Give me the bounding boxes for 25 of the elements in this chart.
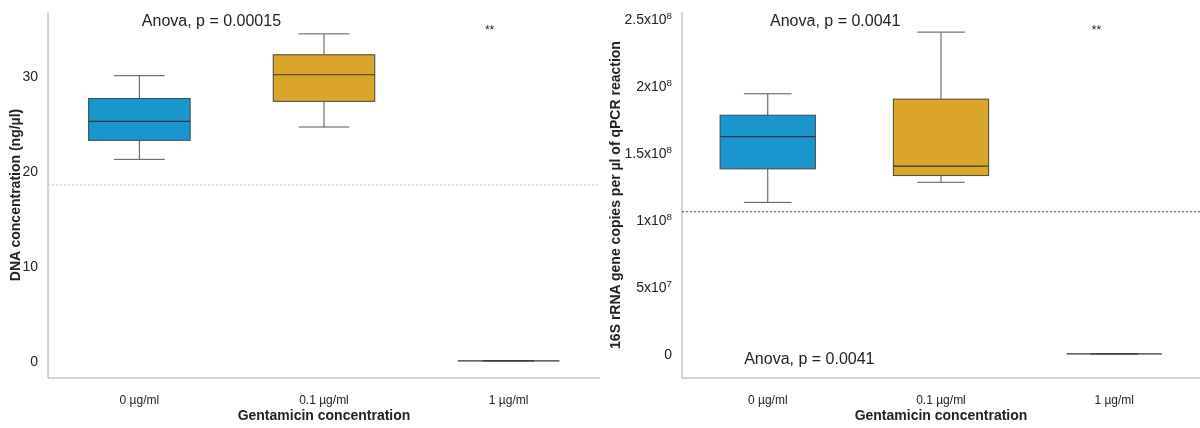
x-axis-title: Gentamicin concentration bbox=[237, 407, 411, 423]
annotation: Anova, p = 0.0041 bbox=[744, 349, 875, 367]
x-tick-label: 1 µg/ml bbox=[488, 393, 529, 407]
annotation: ** bbox=[1091, 23, 1102, 38]
y-tick-label: 1x10$^{8}$ bbox=[636, 210, 673, 228]
y-tick-label: 2x10$^{8}$ bbox=[636, 76, 673, 94]
y-axis-title: DNA concentration (ng/µl) bbox=[7, 108, 23, 282]
y-tick-label: 2.5x10$^{8}$ bbox=[624, 9, 673, 27]
annotation: Anova, p = 0.0041 bbox=[770, 11, 901, 29]
y-tick-label: 20 bbox=[22, 162, 39, 179]
x-tick-label: 1 µg/ml bbox=[1094, 393, 1135, 407]
y-tick-label: 0 bbox=[30, 352, 39, 369]
x-tick-label: 0 µg/ml bbox=[119, 393, 160, 407]
y-tick-label: 10 bbox=[22, 257, 39, 274]
annotation: ** bbox=[484, 23, 495, 38]
y-tick-label: 0 bbox=[664, 345, 673, 362]
x-tick-label: 0.1 µg/ml bbox=[299, 393, 349, 407]
x-tick-label: 0 µg/ml bbox=[747, 393, 788, 407]
y-axis-title: 16S rRNA gene copies per µl of qPCR reaction bbox=[607, 41, 623, 349]
x-tick-label: 0.1 µg/ml bbox=[916, 393, 966, 407]
y-tick-label: 5x10$^{7}$ bbox=[636, 277, 672, 295]
y-tick-label: 1.5x10$^{8}$ bbox=[624, 143, 673, 161]
annotation: Anova, p = 0.00015 bbox=[141, 11, 282, 29]
y-tick-label: 30 bbox=[22, 67, 39, 84]
x-axis-title: Gentamicin concentration bbox=[854, 407, 1028, 423]
